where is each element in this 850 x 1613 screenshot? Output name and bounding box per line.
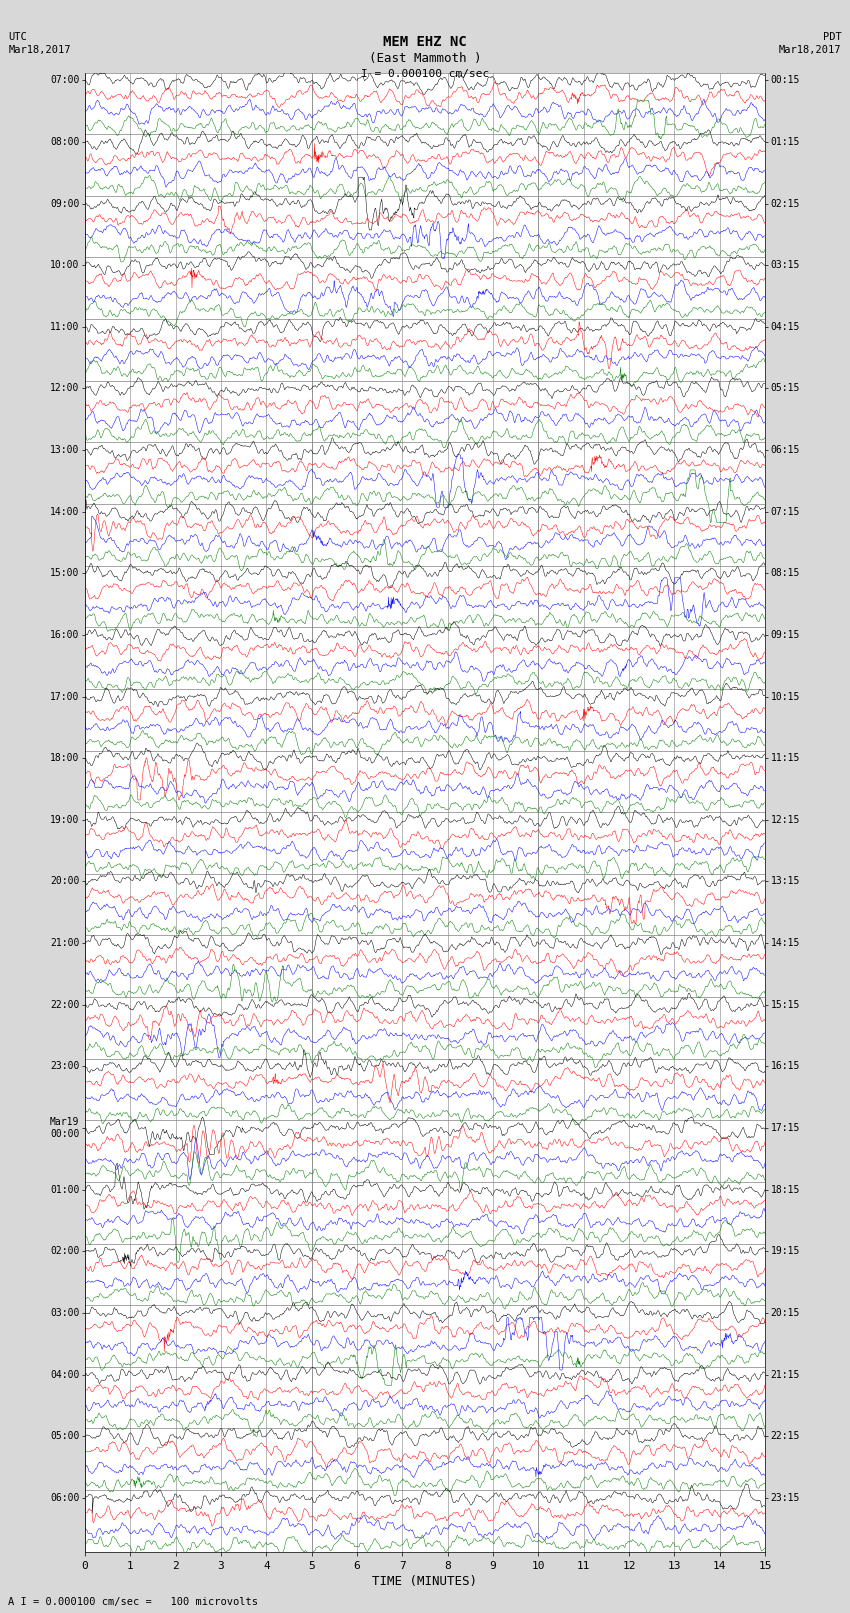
X-axis label: TIME (MINUTES): TIME (MINUTES) xyxy=(372,1574,478,1587)
Text: I = 0.000100 cm/sec: I = 0.000100 cm/sec xyxy=(361,69,489,79)
Text: Mar18,2017: Mar18,2017 xyxy=(779,45,842,55)
Text: A I = 0.000100 cm/sec =   100 microvolts: A I = 0.000100 cm/sec = 100 microvolts xyxy=(8,1597,258,1607)
Text: UTC: UTC xyxy=(8,32,27,42)
Text: MEM EHZ NC: MEM EHZ NC xyxy=(383,35,467,50)
Text: PDT: PDT xyxy=(823,32,842,42)
Text: Mar18,2017: Mar18,2017 xyxy=(8,45,71,55)
Text: (East Mammoth ): (East Mammoth ) xyxy=(369,52,481,65)
